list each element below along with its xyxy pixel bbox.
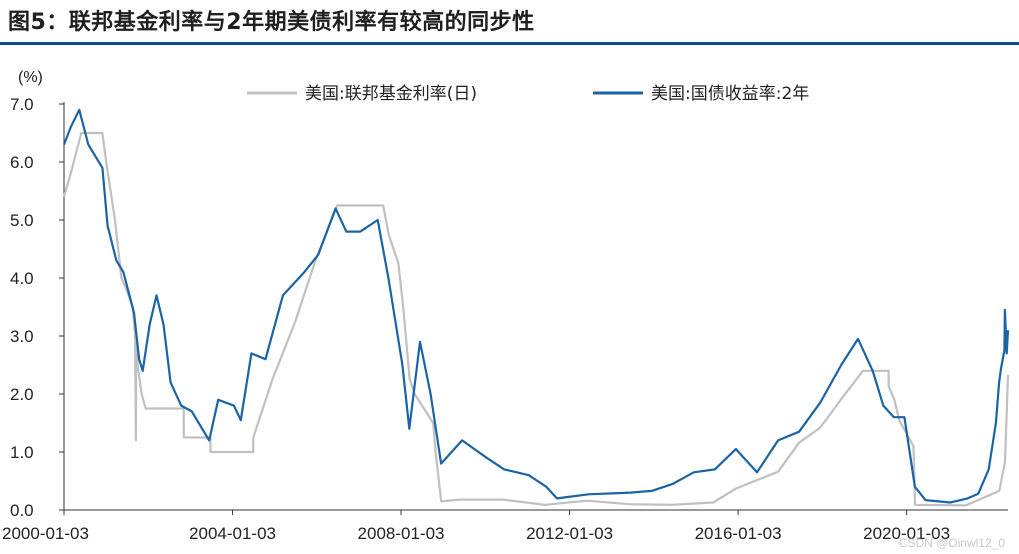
x-axis: 2000-01-03 2004-01-03 2008-01-03 2012-01-03… xyxy=(2,509,1008,543)
page-title: 图5：联邦基金利率与2年期美债利率有较高的同步性 xyxy=(8,10,535,35)
y-axis: (%) 0.0 1.0 2.0 3.0 4.0 5.0 6.0 7.0 xyxy=(10,69,65,520)
series-layer xyxy=(62,108,1010,507)
series-line-treasury-2y xyxy=(62,108,1010,504)
x-tick-label: 2020-01-03 xyxy=(863,524,950,543)
y-tick-label: 2.0 xyxy=(10,385,34,404)
y-tick-label: 5.0 xyxy=(10,211,34,230)
x-tick-label: 2008-01-03 xyxy=(358,524,445,543)
x-tick-label: 2016-01-03 xyxy=(695,524,782,543)
x-tick-label: 2012-01-03 xyxy=(526,524,613,543)
y-tick-label: 4.0 xyxy=(10,269,34,288)
legend: 美国:联邦基金利率(日) 美国:国债收益率:2年 xyxy=(247,84,809,104)
series-line-fed-funds xyxy=(62,131,1010,507)
x-tick-label: 2004-01-03 xyxy=(189,524,276,543)
y-tick-label: 1.0 xyxy=(10,443,34,462)
legend-label: 美国:国债收益率:2年 xyxy=(651,84,809,104)
watermark-text: CSDN @Oinwl12_0 xyxy=(898,536,1005,550)
x-tick-label: 2000-01-03 xyxy=(2,524,89,543)
y-tick-label: 6.0 xyxy=(10,153,34,172)
y-tick-label: 7.0 xyxy=(10,95,34,114)
y-tick-label: 3.0 xyxy=(10,327,34,346)
title-divider xyxy=(0,42,1019,45)
y-axis-unit-label: (%) xyxy=(18,69,43,86)
y-tick-label: 0.0 xyxy=(10,501,34,520)
legend-label: 美国:联邦基金利率(日) xyxy=(305,84,477,104)
